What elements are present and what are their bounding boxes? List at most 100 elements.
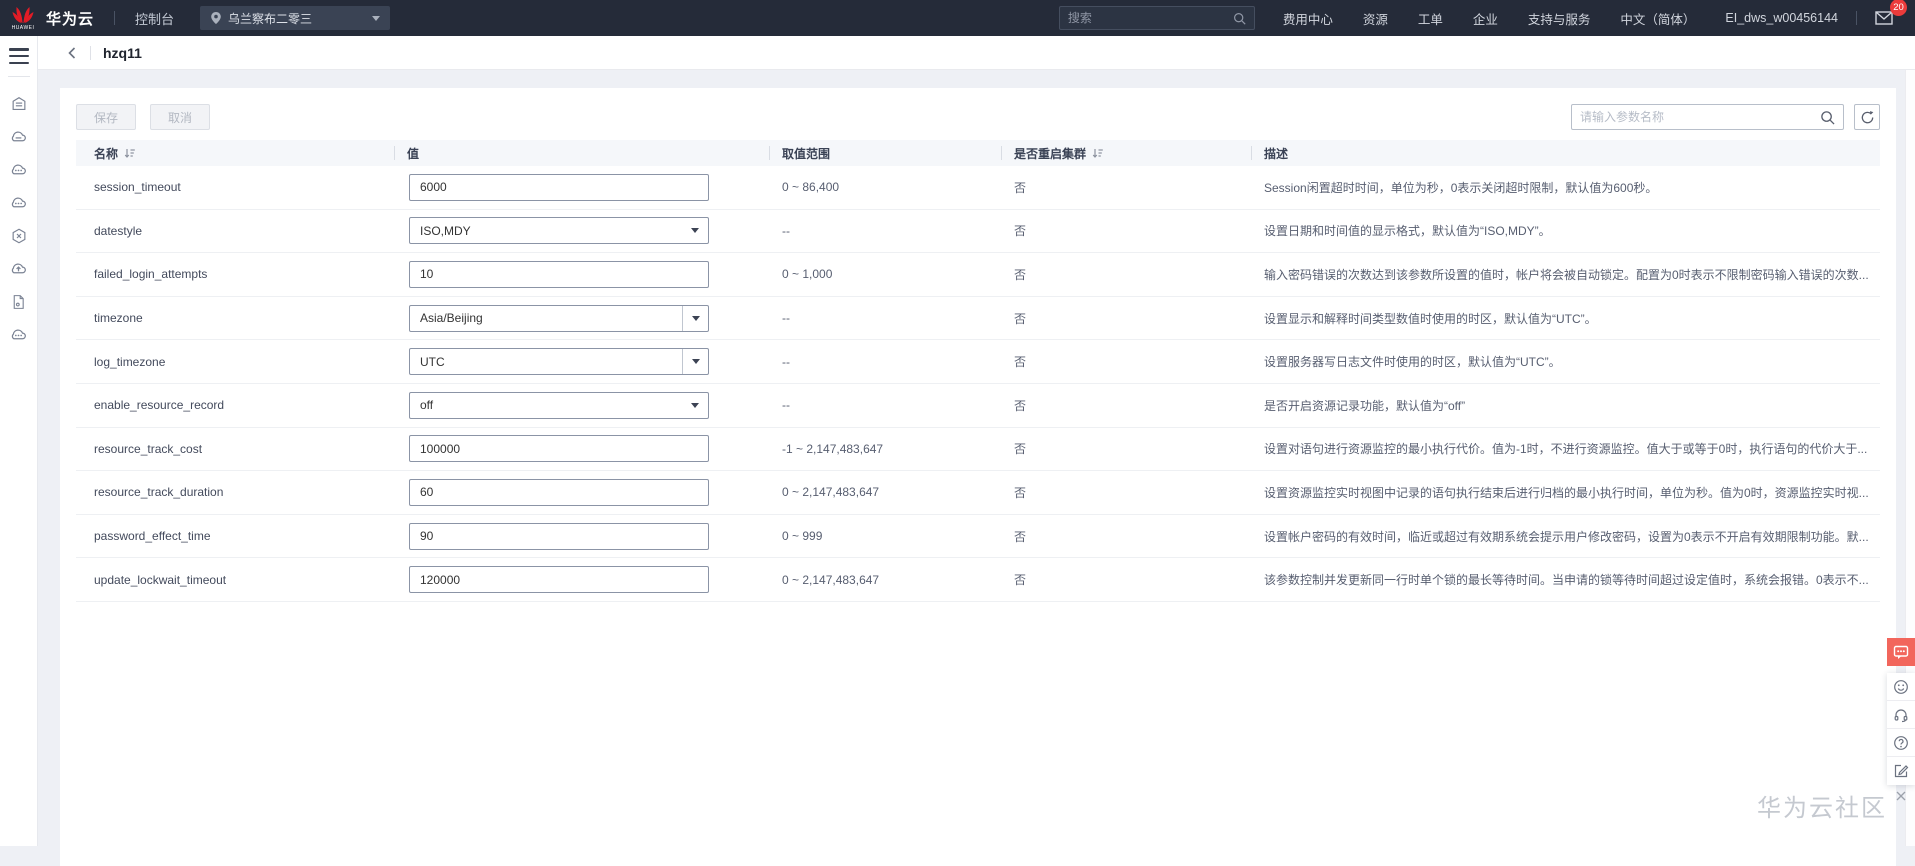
param-restart: 否 [1002, 571, 1252, 588]
topbar-menu-item[interactable]: 工单 [1418, 9, 1443, 28]
value-input-box[interactable] [409, 174, 709, 201]
param-name: session_timeout [76, 180, 395, 194]
region-selector[interactable]: 乌兰察布二零三 [200, 6, 390, 30]
param-name: datestyle [76, 224, 395, 238]
value-input[interactable] [410, 175, 708, 200]
console-link[interactable]: 控制台 [135, 9, 174, 28]
table-row: resource_track_cost -1 ~ 2,147,483,647 否… [76, 428, 1880, 472]
value-input[interactable] [410, 480, 708, 505]
sort-icon[interactable] [1092, 147, 1104, 159]
global-search-input[interactable] [1068, 11, 1233, 25]
table-header-row: 名称 值 取值范围 是否重启集群 [76, 140, 1880, 166]
value-input-box[interactable] [409, 523, 709, 550]
sidebar-item-cloud-upload[interactable] [9, 259, 29, 279]
document-icon [10, 293, 27, 311]
column-header-value: 值 [395, 140, 770, 166]
sidebar-item-cloud-dots[interactable] [9, 325, 29, 345]
value-input-box[interactable] [409, 261, 709, 288]
param-range: 0 ~ 999 [770, 529, 1002, 543]
help-button[interactable] [1887, 729, 1915, 757]
parameters-table: 名称 值 取值范围 是否重启集群 [76, 140, 1880, 602]
refresh-button[interactable] [1854, 104, 1880, 130]
parameters-card: 保存 取消 名称 [60, 88, 1896, 866]
sidebar-item-hexagon[interactable] [9, 226, 29, 246]
menu-hamburger-icon[interactable] [9, 48, 29, 64]
chevron-down-icon[interactable] [682, 393, 708, 418]
topbar-menu-item[interactable]: 资源 [1363, 9, 1388, 28]
value-input[interactable] [410, 436, 708, 461]
value-input[interactable] [410, 567, 708, 592]
param-range: -- [770, 355, 1002, 369]
page-header: hzq11 [38, 36, 1915, 70]
value-input-box[interactable] [409, 479, 709, 506]
close-toolbar-button[interactable] [1896, 791, 1906, 801]
huawei-logo[interactable]: HUAWEI [8, 3, 38, 33]
survey-button[interactable] [1887, 757, 1915, 785]
value-input-box[interactable] [409, 435, 709, 462]
value-select[interactable]: ISO,MDY [409, 217, 709, 244]
table-row: timezone Asia/Beijing -- 否 设置显示和解释时间类型数值… [76, 297, 1880, 341]
value-cell: ISO,MDY [395, 217, 770, 244]
value-cell: off [395, 392, 770, 419]
refresh-icon [1860, 110, 1875, 125]
value-input[interactable] [410, 262, 708, 287]
cancel-button[interactable]: 取消 [150, 104, 210, 130]
chat-icon [1893, 645, 1909, 660]
feedback-button[interactable] [1887, 673, 1915, 701]
param-range: 0 ~ 1,000 [770, 267, 1002, 281]
param-restart: 否 [1002, 179, 1252, 196]
support-button[interactable] [1887, 701, 1915, 729]
chat-button[interactable] [1887, 638, 1915, 666]
search-icon[interactable] [1820, 110, 1835, 125]
table-body: session_timeout 0 ~ 86,400 否 Session闲置超时… [76, 166, 1880, 602]
topbar-menu: 费用中心 资源 工单 企业 支持与服务 中文（简体） EI_dws_w00456144 [1283, 9, 1838, 28]
param-restart: 否 [1002, 440, 1252, 457]
param-range: 0 ~ 2,147,483,647 [770, 573, 1002, 587]
select-value: off [410, 398, 682, 412]
sidebar-item-workbench[interactable] [9, 94, 29, 114]
sidebar-item-cloud-service[interactable] [9, 160, 29, 180]
sort-icon[interactable] [124, 147, 136, 159]
messages-button[interactable]: 20 [1875, 11, 1893, 25]
chevron-down-icon[interactable] [682, 306, 708, 331]
chevron-left-icon [66, 46, 78, 60]
sidebar-separator [8, 76, 30, 77]
cloud-dots-icon [9, 325, 28, 344]
param-range: -- [770, 311, 1002, 325]
value-input[interactable] [410, 524, 708, 549]
topbar-menu-item[interactable]: 费用中心 [1283, 9, 1333, 28]
parameter-search[interactable] [1571, 104, 1844, 130]
chevron-down-icon[interactable] [682, 218, 708, 243]
value-select[interactable]: off [409, 392, 709, 419]
header-divider [90, 46, 91, 60]
topbar-menu-item[interactable]: 中文（简体） [1620, 9, 1695, 28]
cloud-upload-icon [9, 259, 28, 278]
topbar-divider [1856, 11, 1857, 25]
sidebar-item-document[interactable] [9, 292, 29, 312]
sidebar-item-cloud-cluster[interactable] [9, 193, 29, 213]
help-question-icon [1893, 735, 1909, 751]
sidebar [0, 36, 38, 846]
column-header-range: 取值范围 [770, 140, 1002, 166]
topbar-menu-item[interactable]: EI_dws_w00456144 [1725, 11, 1838, 25]
region-label: 乌兰察布二零三 [228, 10, 372, 27]
topbar-menu-item[interactable]: 支持与服务 [1528, 9, 1591, 28]
save-button[interactable]: 保存 [76, 104, 136, 130]
param-description: 设置对语句进行资源监控的最小执行代价。值为-1时，不进行资源监控。值大于或等于0… [1252, 440, 1880, 457]
topbar-divider [114, 11, 115, 25]
param-description: 该参数控制并发更新同一行时单个锁的最长等待时间。当申请的锁等待时间超过设定值时，… [1252, 571, 1880, 588]
cloud-service-icon [9, 160, 28, 179]
value-input-box[interactable] [409, 566, 709, 593]
back-button[interactable] [66, 46, 78, 60]
chevron-down-icon[interactable] [682, 349, 708, 374]
value-combo-box[interactable]: UTC [409, 348, 709, 375]
hexagon-x-icon [10, 227, 28, 245]
main-content: 保存 取消 名称 [38, 70, 1915, 846]
value-combo-box[interactable]: Asia/Beijing [409, 305, 709, 332]
close-icon [1896, 791, 1906, 801]
huawei-logo-text: HUAWEI [12, 25, 35, 31]
global-search[interactable] [1059, 6, 1255, 30]
sidebar-item-cloud-server[interactable] [9, 127, 29, 147]
topbar-menu-item[interactable]: 企业 [1473, 9, 1498, 28]
parameter-search-input[interactable] [1580, 110, 1820, 124]
